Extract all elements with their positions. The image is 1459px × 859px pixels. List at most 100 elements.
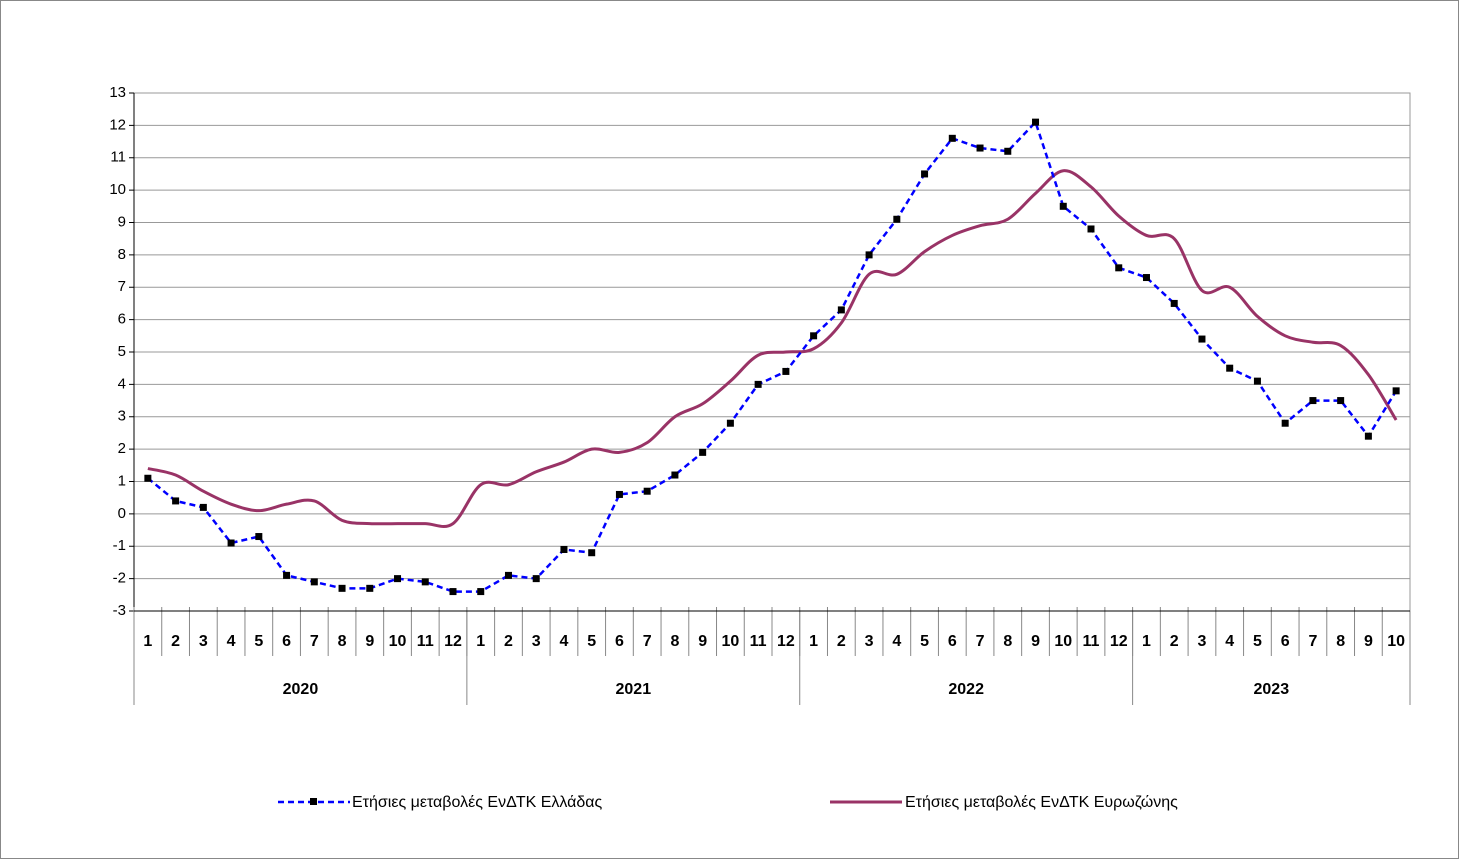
y-tick-label: 5: [118, 343, 126, 360]
x-tick-label: 1: [476, 633, 485, 650]
year-label: 2021: [616, 681, 652, 698]
data-point: [588, 549, 596, 557]
x-tick-label: 1: [1142, 633, 1151, 650]
x-tick-label: 5: [587, 633, 596, 650]
data-point: [1392, 387, 1400, 395]
data-point: [1253, 377, 1261, 385]
data-point: [504, 571, 512, 579]
x-tick-label: 9: [1364, 633, 1373, 650]
data-point: [199, 503, 207, 511]
data-point: [1032, 118, 1040, 126]
x-tick-label: 11: [1083, 633, 1100, 650]
x-tick-label: 5: [254, 633, 263, 650]
y-tick-label: 2: [118, 440, 126, 457]
x-tick-label: 4: [892, 633, 901, 650]
data-point: [865, 251, 873, 259]
x-tick-label: 10: [721, 633, 739, 650]
data-point: [726, 419, 734, 427]
data-point: [1115, 264, 1123, 272]
x-tick-label: 10: [1387, 633, 1405, 650]
data-point: [560, 545, 568, 553]
x-tick-label: 11: [417, 633, 434, 650]
y-tick-label: 8: [118, 246, 126, 263]
data-point: [283, 571, 291, 579]
data-point: [394, 575, 402, 583]
data-point: [1364, 432, 1372, 440]
x-tick-label: 7: [976, 633, 985, 650]
data-point: [699, 448, 707, 456]
data-point: [144, 474, 152, 482]
data-point: [1059, 202, 1067, 210]
data-point: [449, 588, 457, 596]
x-tick-label: 2: [504, 633, 513, 650]
data-point: [421, 578, 429, 586]
x-tick-label: 4: [560, 633, 569, 650]
data-point: [227, 539, 235, 547]
data-point: [810, 332, 818, 340]
x-tick-label: 1: [143, 633, 152, 650]
x-tick-label: 9: [1031, 633, 1040, 650]
y-tick-label: 9: [118, 213, 126, 230]
x-tick-label: 2: [1170, 633, 1179, 650]
x-tick-label: 9: [365, 633, 374, 650]
data-point: [1198, 335, 1206, 343]
data-point: [893, 215, 901, 223]
y-tick-label: 11: [110, 149, 126, 166]
year-label: 2022: [948, 681, 984, 698]
y-tick-label: 0: [118, 505, 126, 522]
data-point: [366, 584, 374, 592]
x-tick-label: 6: [948, 633, 957, 650]
x-tick-label: 3: [865, 633, 874, 650]
data-point: [338, 584, 346, 592]
x-tick-label: 8: [1336, 633, 1345, 650]
x-tick-label: 3: [199, 633, 208, 650]
y-tick-label: -3: [113, 602, 126, 619]
data-point: [1004, 147, 1012, 155]
x-tick-label: 12: [1110, 633, 1128, 650]
y-tick-label: -1: [113, 537, 126, 554]
series-line: [147, 169, 1398, 528]
x-tick-label: 6: [282, 633, 291, 650]
data-point: [1142, 274, 1150, 282]
x-tick-label: 8: [1003, 633, 1012, 650]
data-point: [1309, 397, 1317, 405]
x-tick-label: 10: [389, 633, 407, 650]
x-tick-label: 7: [310, 633, 319, 650]
data-point: [255, 533, 263, 541]
y-tick-label: 3: [118, 408, 126, 425]
data-point: [172, 497, 180, 505]
y-tick-label: -2: [113, 570, 126, 587]
y-tick-label: 7: [118, 278, 126, 295]
data-point: [837, 306, 845, 314]
x-tick-label: 7: [1308, 633, 1317, 650]
legend-marker: [310, 798, 317, 805]
year-label: 2020: [283, 681, 319, 698]
x-tick-label: 12: [777, 633, 795, 650]
data-point: [310, 578, 318, 586]
data-point: [976, 144, 984, 152]
y-tick-label: 12: [109, 116, 126, 133]
data-point: [1337, 397, 1345, 405]
y-tick-label: 4: [118, 375, 126, 392]
data-point: [532, 575, 540, 583]
x-tick-label: 4: [227, 633, 236, 650]
x-tick-label: 6: [1281, 633, 1290, 650]
data-point: [671, 471, 679, 479]
data-point: [1281, 419, 1289, 427]
y-tick-label: 10: [109, 181, 126, 198]
x-tick-label: 5: [920, 633, 929, 650]
x-tick-label: 8: [670, 633, 679, 650]
data-point: [1170, 299, 1178, 307]
y-tick-label: 1: [118, 472, 126, 489]
x-tick-label: 6: [615, 633, 624, 650]
data-point: [1087, 225, 1095, 233]
data-point: [948, 134, 956, 142]
data-point: [921, 170, 929, 178]
legend: Ετήσιες μεταβολές ΕνΔΤΚ Ελλάδας Ετήσιες …: [278, 794, 1178, 811]
data-point: [615, 490, 623, 498]
x-tick-label: 9: [698, 633, 707, 650]
x-tick-label: 8: [338, 633, 347, 650]
x-tick-label: 7: [643, 633, 652, 650]
